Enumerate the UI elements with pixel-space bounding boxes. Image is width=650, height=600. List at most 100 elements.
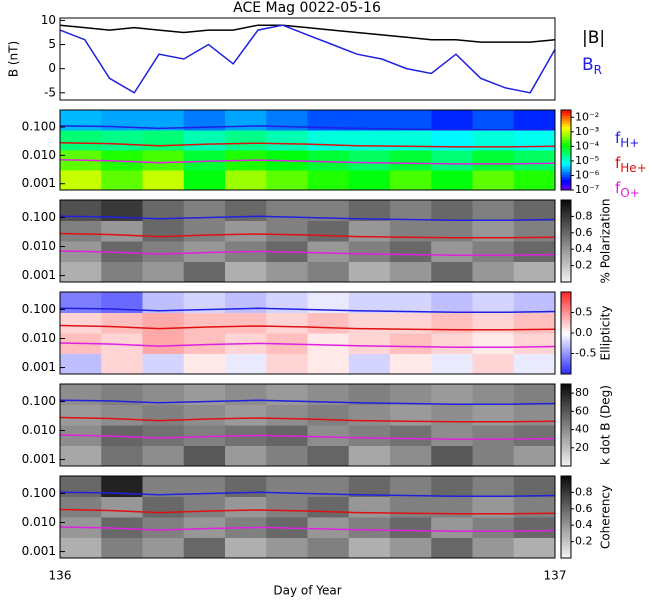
y-tick-label: 0.001	[22, 360, 56, 374]
heatmap-cell	[266, 537, 308, 559]
heatmap-cell	[183, 537, 226, 559]
plot-frame	[59, 17, 556, 101]
colorbar-swatch	[561, 547, 571, 551]
colorbar-swatch	[561, 262, 571, 267]
heatmap-cell	[183, 445, 226, 467]
colorbar-swatch	[561, 481, 571, 485]
colorbar-swatch	[561, 147, 571, 151]
heatmap-cell	[142, 110, 185, 131]
heatmap-cell	[307, 170, 350, 191]
heatmap-cell	[513, 292, 556, 313]
colorbar-tick-label: 0.4	[575, 242, 593, 255]
y-tick-label: 0.100	[22, 302, 56, 316]
series-line	[59, 399, 556, 406]
colorbar-tick-label: 10⁻²	[575, 110, 599, 123]
heatmap-cell	[266, 384, 308, 405]
heatmap-cell	[225, 292, 267, 313]
colorbar-swatch	[561, 425, 571, 429]
heatmap-cell	[266, 170, 308, 191]
heatmap-cell	[101, 445, 143, 467]
colorbar-swatch	[561, 333, 571, 337]
heatmap-cell	[307, 445, 350, 467]
y-tick-label: 10	[41, 13, 56, 27]
heatmap-cell	[142, 537, 185, 559]
heatmap-cell	[60, 110, 102, 131]
y-tick-label: 0.010	[22, 239, 56, 253]
colorbar-swatch	[561, 134, 571, 138]
heatmap-cell	[472, 496, 515, 518]
heatmap-cell	[183, 200, 226, 221]
series-line	[59, 250, 556, 257]
colorbar-swatch	[561, 202, 571, 206]
heatmap-cell	[513, 384, 556, 405]
y-tick-label: 0.010	[22, 331, 56, 345]
colorbar-swatch	[561, 115, 571, 119]
legend-label: fO+	[615, 179, 640, 200]
colorbar-swatch	[561, 279, 571, 283]
legend-label: |B|	[582, 28, 605, 48]
colorbar-swatch	[561, 519, 571, 523]
colorbar-swatch	[561, 405, 571, 410]
colorbar-swatch	[561, 168, 571, 172]
heatmap-cell	[60, 496, 102, 518]
heatmap-cell	[183, 130, 226, 151]
heatmap-cell	[307, 200, 350, 221]
heatmap-cell	[348, 150, 391, 171]
colorbar-swatch	[561, 365, 571, 370]
heatmap-cell	[472, 333, 515, 354]
colorbar-swatch	[561, 176, 571, 180]
heatmap-cell	[348, 353, 391, 375]
heatmap-cell	[348, 261, 391, 283]
heatmap-cell	[142, 292, 185, 313]
heatmap-cell	[431, 333, 473, 354]
colorbar-swatch	[561, 555, 571, 559]
heatmap-cell	[431, 445, 473, 467]
plot-frame	[59, 109, 556, 191]
colorbar-swatch	[561, 517, 571, 521]
x-tick-label: 137	[544, 569, 567, 583]
colorbar-swatch	[561, 389, 571, 393]
colorbar-tick-label: 10⁻⁶	[575, 168, 600, 181]
colorbar-swatch	[561, 292, 571, 296]
series-line	[59, 434, 556, 441]
heatmap-cell	[390, 445, 432, 467]
colorbar-swatch	[561, 522, 571, 526]
y-tick-label: 0	[48, 61, 56, 75]
heatmap-cell	[183, 150, 226, 171]
colorbar-swatch	[561, 530, 571, 534]
colorbar-swatch	[561, 341, 571, 345]
colorbar-swatch	[561, 327, 571, 331]
heatmap-cell	[183, 241, 226, 262]
plot-frame	[59, 199, 556, 283]
y-tick-label: 0.010	[22, 515, 56, 529]
colorbar-tick-label: 60	[575, 404, 589, 417]
colorbar-swatch	[561, 411, 571, 415]
colorbar-swatch	[561, 139, 571, 143]
colorbar-swatch	[561, 112, 571, 116]
colorbar-swatch	[561, 416, 571, 421]
heatmap-cell	[513, 445, 556, 467]
heatmap-cell	[183, 517, 226, 538]
heatmap-cell	[513, 170, 556, 191]
heatmap-cell	[225, 220, 267, 242]
heatmap-cell	[472, 130, 515, 151]
colorbar-swatch	[561, 205, 571, 209]
heatmap-cell	[225, 476, 267, 497]
heatmap-cell	[60, 312, 102, 334]
heatmap-cell	[431, 353, 473, 375]
heatmap-cell	[266, 312, 308, 334]
colorbar-swatch	[561, 463, 571, 467]
colorbar-swatch	[561, 297, 571, 301]
heatmap-cell	[101, 384, 143, 405]
colorbar-swatch	[561, 174, 571, 178]
heatmap-cell	[225, 496, 267, 518]
heatmap-cell	[348, 200, 391, 221]
colorbar-swatch	[561, 144, 571, 148]
heatmap-cell	[390, 312, 432, 334]
colorbar-swatch	[561, 544, 571, 548]
colorbar-swatch	[561, 363, 571, 367]
heatmap-cell	[307, 537, 350, 559]
heatmap-cell	[431, 220, 473, 242]
colorbar-tick-label: 80	[575, 386, 589, 399]
heatmap-cell	[142, 517, 185, 538]
